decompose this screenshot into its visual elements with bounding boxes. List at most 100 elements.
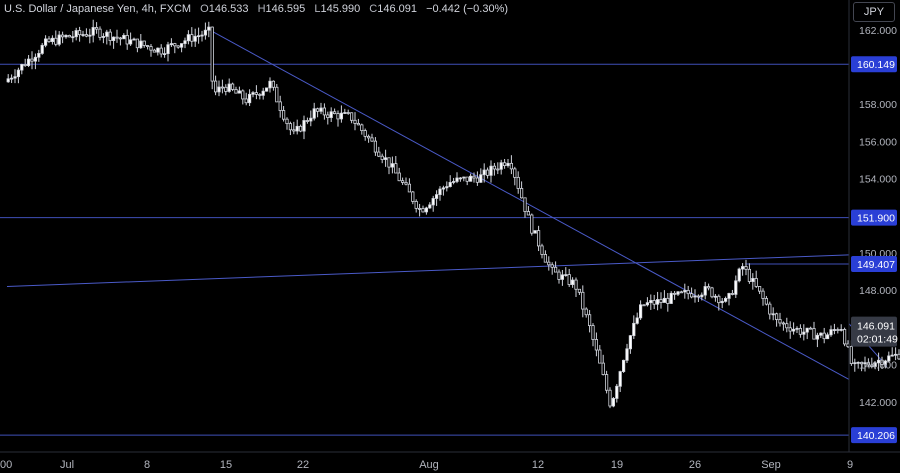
candle-body [305, 120, 310, 122]
candle-body [530, 214, 534, 234]
level-label-box [851, 427, 897, 444]
candle-body [132, 38, 136, 41]
candle-body [40, 44, 44, 54]
candle-body [363, 130, 367, 137]
candle-body [724, 298, 728, 302]
candle-body [554, 266, 558, 273]
candle-body [730, 293, 735, 295]
time-tick-label: 9 [847, 459, 853, 471]
candle-body [703, 286, 707, 296]
candle-body [193, 35, 197, 42]
candle-body [319, 107, 323, 112]
candle-body [628, 335, 633, 350]
candle-body [57, 34, 61, 45]
candle-body [608, 389, 612, 407]
time-tick-label: 15 [220, 459, 232, 471]
candle-body [798, 327, 803, 335]
candle-body [496, 168, 500, 171]
candle-body [203, 29, 207, 36]
candle-body [676, 291, 680, 295]
candle-body [424, 207, 429, 213]
candle-body [632, 322, 636, 337]
candle-body [472, 175, 476, 179]
candle-body [95, 27, 99, 30]
candle-body [666, 297, 670, 304]
candle-body [727, 293, 731, 299]
candle-body [30, 58, 34, 62]
candle-body [23, 64, 27, 66]
candle-body [166, 44, 170, 55]
candle-body [809, 327, 813, 330]
candle-body [788, 327, 792, 332]
candle-body [67, 35, 71, 38]
candle-body [169, 43, 173, 46]
candle-body [771, 313, 775, 316]
candle-body [108, 31, 112, 41]
price-tick-label: 156.000 [859, 136, 897, 148]
candle-body [346, 112, 350, 114]
candle-body [656, 299, 660, 305]
low-value: 145.990 [320, 3, 361, 15]
candle-body [149, 46, 153, 51]
candle-body [690, 293, 694, 298]
candle-body [26, 58, 31, 66]
candle-body [679, 291, 684, 294]
candle-body [125, 35, 129, 45]
candle-body [564, 274, 568, 276]
candle-body [366, 135, 371, 139]
candle-body [475, 177, 480, 183]
candle-body [618, 371, 622, 387]
candle-body [785, 323, 789, 329]
candle-body [669, 292, 673, 304]
candle-body [890, 354, 894, 357]
candle-body [105, 31, 109, 37]
candle-body [768, 303, 772, 315]
candle-body [438, 188, 442, 196]
candle-body [822, 332, 826, 340]
high-value: 146.595 [265, 3, 306, 15]
candle-body [404, 182, 408, 185]
candle-body [499, 162, 503, 170]
candle-body [37, 53, 41, 58]
candle-body [645, 302, 650, 306]
candle-body [455, 177, 459, 182]
symbol-header: U.S. Dollar / Japanese Yen, 4h, FXCM O14… [4, 3, 508, 15]
candle-body [720, 300, 724, 304]
candle-body [873, 362, 877, 367]
candle-body [577, 288, 582, 293]
candles [6, 19, 900, 409]
candle-body [594, 339, 599, 351]
currency-button[interactable]: JPY [853, 2, 895, 22]
time-axis[interactable]: 00 Jul 8 15 22 Aug 12 19 26 Sep 9 [0, 459, 853, 471]
candle-body [506, 162, 510, 166]
candle-body [853, 362, 857, 365]
candle-body [217, 86, 221, 93]
candle-body [547, 261, 551, 266]
time-tick-label: 12 [532, 459, 544, 471]
candle-body [707, 286, 711, 289]
candle-body [237, 90, 241, 94]
candle-body [159, 47, 163, 55]
candle-body [142, 40, 146, 46]
candle-body [234, 89, 238, 94]
level-label-box [851, 56, 897, 73]
candle-body [411, 191, 415, 202]
candle-body [224, 86, 228, 92]
time-tick-label: 8 [144, 459, 150, 471]
candle-body [479, 174, 483, 183]
candle-body [434, 194, 439, 199]
candle-body [227, 83, 231, 92]
candle-body [571, 279, 575, 285]
candle-body [264, 87, 269, 92]
candle-body [251, 92, 255, 95]
candle-body [550, 264, 554, 268]
open-value: 146.533 [208, 3, 249, 15]
price-tick-label: 142.000 [859, 397, 897, 409]
candle-body [812, 328, 816, 340]
candle-body [520, 188, 524, 199]
candle-body [431, 198, 435, 206]
candle-body [281, 110, 286, 120]
candle-body [458, 177, 463, 180]
candle-body [156, 47, 160, 53]
